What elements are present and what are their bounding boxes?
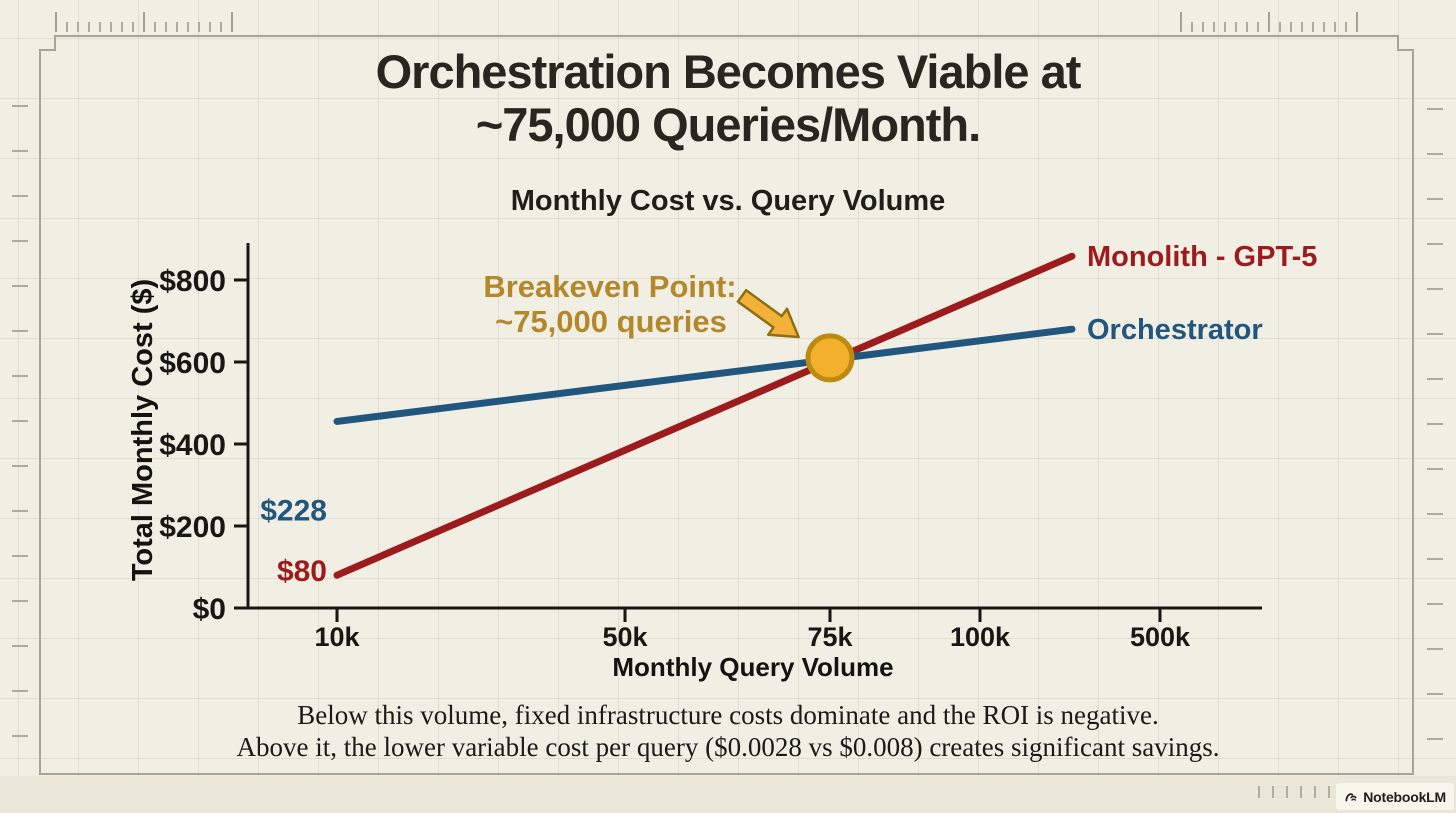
page-title: Orchestration Becomes Viable at ~75,000 … xyxy=(0,45,1456,151)
right-ruler-ticks xyxy=(1427,108,1443,768)
bottom-right-ruler-ticks xyxy=(1258,786,1330,798)
page-title-line2: ~75,000 Queries/Month. xyxy=(475,97,981,151)
series-legend-label: Orchestrator xyxy=(1087,314,1263,346)
y-axis-title: Total Monthly Cost ($) xyxy=(127,279,159,581)
x-axis-title: Monthly Query Volume xyxy=(612,652,893,682)
x-tick-label: 100k xyxy=(950,622,1011,652)
top-right-ruler-ticks xyxy=(1180,12,1362,32)
top-left-ruler-ticks xyxy=(55,12,237,32)
bottom-band xyxy=(0,776,1456,813)
left-ruler-ticks xyxy=(12,105,28,765)
y-tick-label: $600 xyxy=(159,347,226,380)
footer-line2: Above it, the lower variable cost per qu… xyxy=(236,731,1220,762)
notebooklm-logo-icon xyxy=(1345,793,1357,802)
breakeven-annotation-line2: ~75,000 queries xyxy=(495,304,727,339)
breakeven-marker xyxy=(805,333,855,383)
page-title-line1: Orchestration Becomes Viable at xyxy=(375,45,1082,98)
notebooklm-badge: NotebookLM xyxy=(1336,783,1454,810)
x-tick-label: 75k xyxy=(807,622,853,652)
breakeven-arrow-icon xyxy=(736,288,800,339)
footer-line1: Below this volume, fixed infrastructure … xyxy=(297,700,1159,730)
series-legend-label: Monolith - GPT-5 xyxy=(1087,241,1317,273)
x-tick-label: 10k xyxy=(314,622,360,652)
x-tick-label: 50k xyxy=(602,622,648,652)
footer-note: Below this volume, fixed infrastructure … xyxy=(0,700,1456,763)
y-tick-label: $400 xyxy=(159,429,226,462)
chart-title: Monthly Cost vs. Query Volume xyxy=(510,185,946,217)
y-tick-label: $0 xyxy=(193,593,226,626)
series-line-orchestrator xyxy=(333,325,1076,425)
y-tick-label: $200 xyxy=(159,511,226,544)
x-tick-label: 500k xyxy=(1130,622,1191,652)
y-tick-label: $800 xyxy=(159,265,226,298)
series-start-value-label: $228 xyxy=(260,495,327,528)
series-line-monolith-gpt-5 xyxy=(333,252,1076,579)
series-start-value-label: $80 xyxy=(277,555,327,588)
breakeven-annotation-line1: Breakeven Point: xyxy=(483,269,736,304)
notebooklm-badge-label: NotebookLM xyxy=(1363,788,1446,805)
